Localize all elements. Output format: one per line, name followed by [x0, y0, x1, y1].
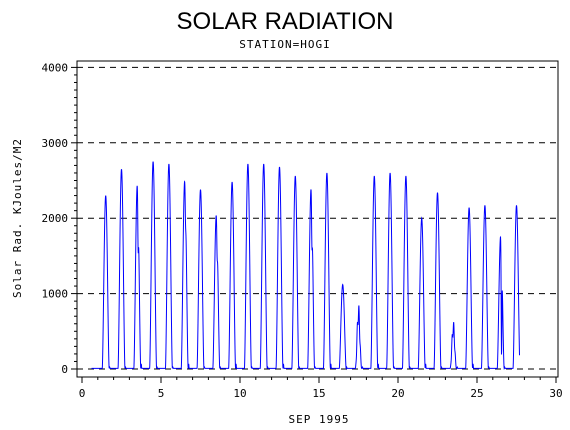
y-tick-label: 2000 [42, 212, 69, 225]
x-tick-label: 30 [549, 387, 562, 400]
series-layer [91, 161, 520, 371]
plot-frame [76, 60, 559, 378]
x-axis-ticks: 0 5 10 15 20 25 30 [79, 377, 563, 400]
gridlines [77, 66, 558, 370]
y-tick-label: 0 [61, 363, 68, 376]
y-axis-label: Solar Rad. KJoules/M2 [11, 138, 24, 298]
chart-subtitle: STATION=HOGI [239, 38, 330, 51]
y-axis-ticks: 0 1000 2000 3000 4000 [42, 61, 77, 376]
x-tick-label: 0 [79, 387, 86, 400]
y-tick-label: 4000 [42, 61, 69, 74]
x-tick-label: 15 [312, 387, 325, 400]
y-tick-label: 1000 [42, 288, 69, 301]
solar-radiation-series-line [91, 161, 520, 371]
x-tick-label: 5 [158, 387, 165, 400]
x-tick-label: 20 [391, 387, 404, 400]
x-tick-label: 25 [470, 387, 483, 400]
y-tick-label: 3000 [42, 137, 69, 150]
x-tick-label: 10 [233, 387, 246, 400]
chart-title: SOLAR RADIATION [177, 8, 394, 35]
x-axis-label: SEP 1995 [289, 413, 350, 426]
